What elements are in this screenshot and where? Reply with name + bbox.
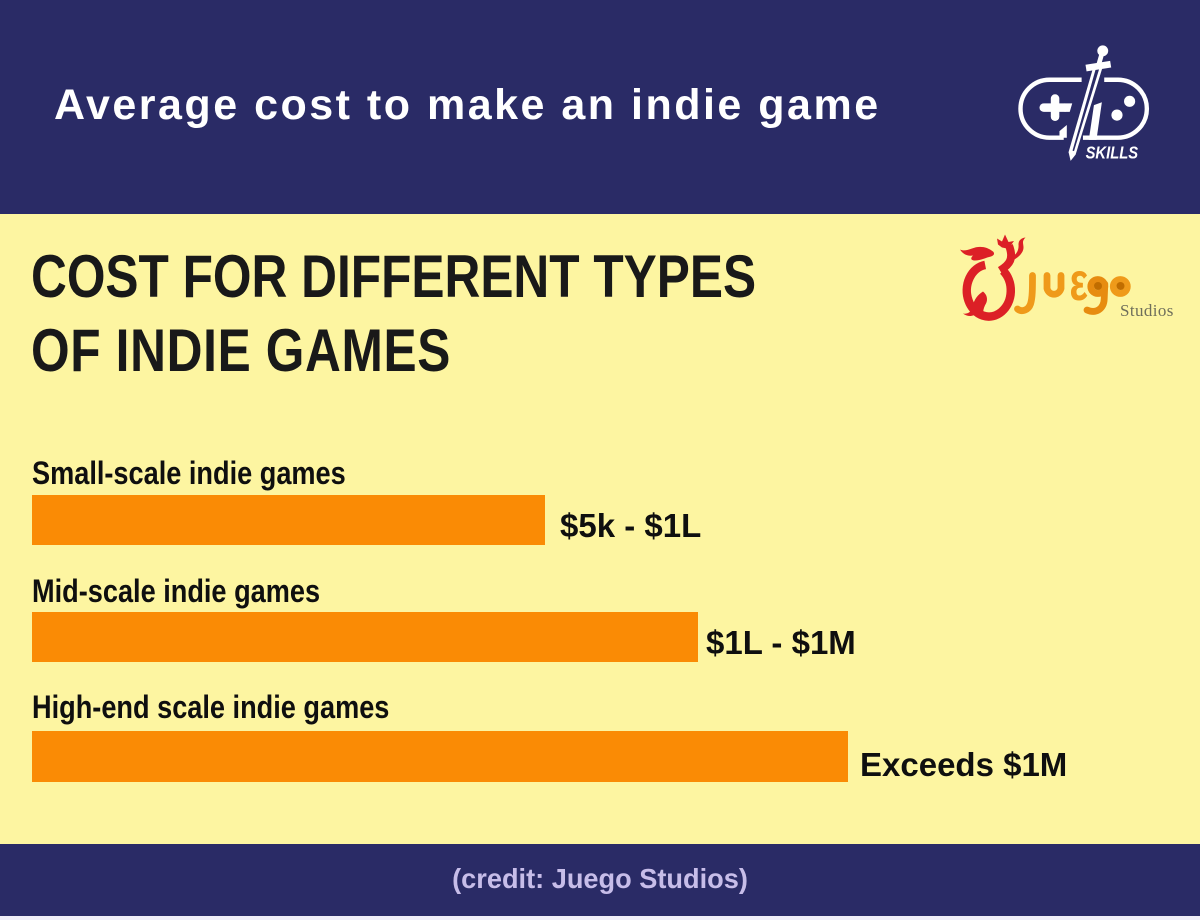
svg-text:ε: ε [1070,251,1088,312]
svg-text:Studios: Studios [1120,301,1174,320]
svg-text:SKILLS: SKILLS [1086,143,1139,163]
